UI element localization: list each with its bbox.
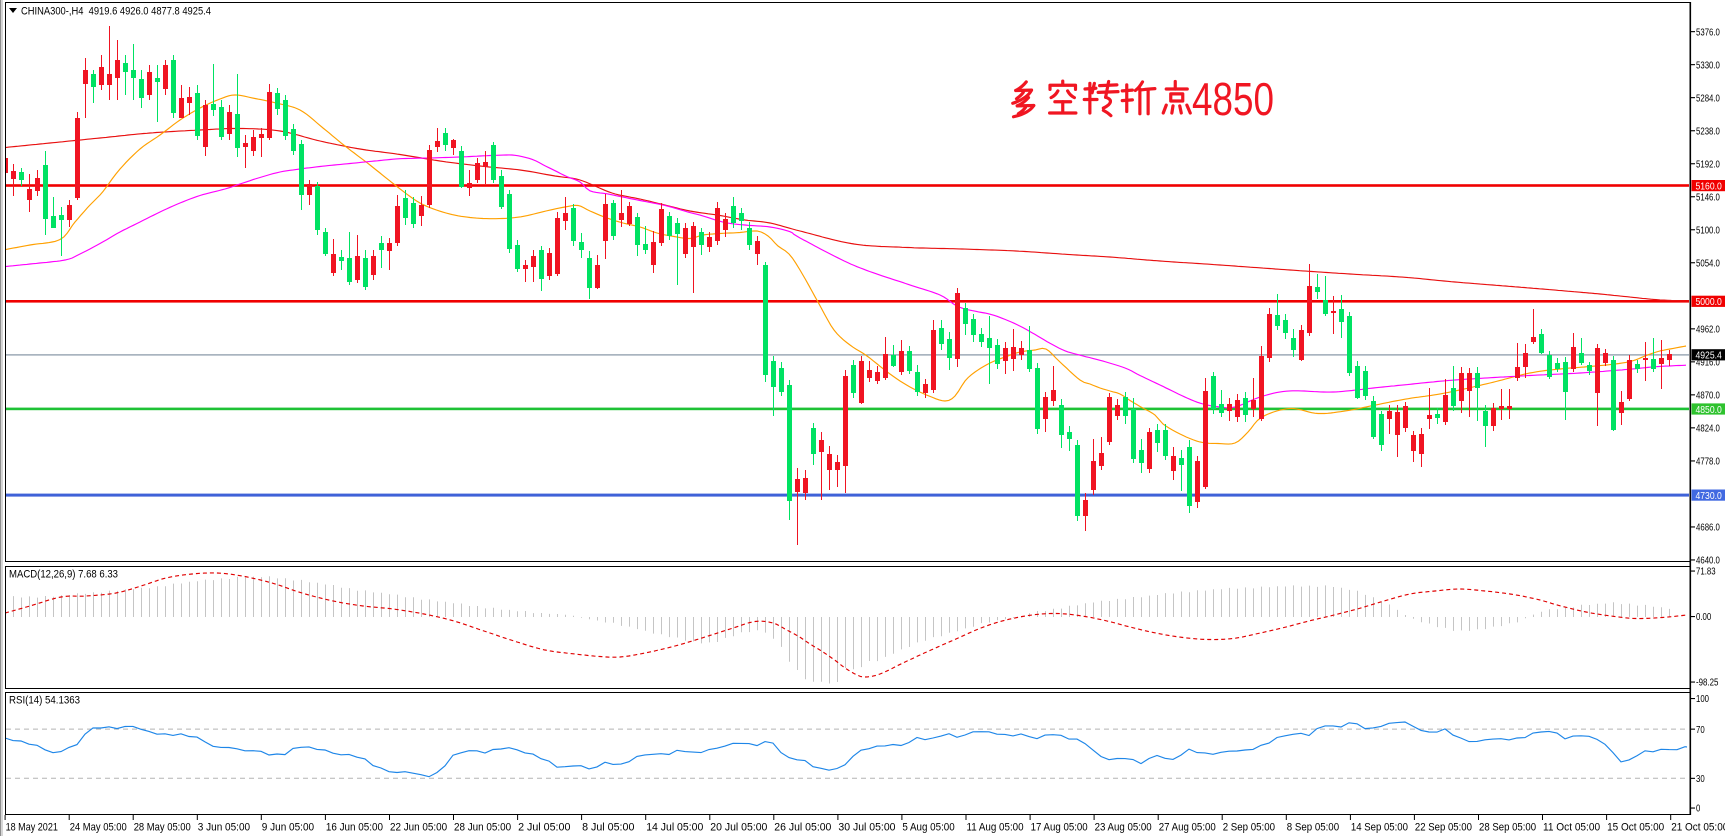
svg-text:30 Jul 05:00: 30 Jul 05:00 (838, 822, 895, 834)
svg-text:5238.0: 5238.0 (1696, 126, 1720, 137)
svg-text:5330.0: 5330.0 (1696, 60, 1720, 71)
svg-text:5284.0: 5284.0 (1696, 93, 1720, 104)
svg-text:0.00: 0.00 (1696, 612, 1712, 623)
svg-text:MACD(12,26,9) 7.68 6.33: MACD(12,26,9) 7.68 6.33 (9, 569, 118, 581)
svg-text:100: 100 (1696, 694, 1709, 705)
svg-text:4730.0: 4730.0 (1696, 491, 1723, 502)
svg-text:70: 70 (1696, 725, 1705, 736)
svg-text:71.83: 71.83 (1696, 567, 1716, 578)
svg-text:4962.0: 4962.0 (1696, 325, 1720, 336)
svg-text:24 May 05:00: 24 May 05:00 (70, 822, 127, 834)
svg-text:2 Jul 05:00: 2 Jul 05:00 (518, 822, 570, 834)
svg-text:26 Jul 05:00: 26 Jul 05:00 (774, 822, 831, 834)
svg-text:14 Jul 05:00: 14 Jul 05:00 (646, 822, 703, 834)
svg-text:14 Sep 05:00: 14 Sep 05:00 (1351, 822, 1408, 834)
svg-text:11 Oct 05:00: 11 Oct 05:00 (1543, 822, 1600, 834)
svg-text:5100.0: 5100.0 (1696, 225, 1720, 236)
svg-text:11 Aug 05:00: 11 Aug 05:00 (967, 822, 1024, 834)
svg-text:27 Aug 05:00: 27 Aug 05:00 (1159, 822, 1216, 834)
svg-text:9 Jun 05:00: 9 Jun 05:00 (262, 822, 314, 834)
svg-text:5192.0: 5192.0 (1696, 159, 1720, 170)
svg-text:-98.25: -98.25 (1696, 678, 1719, 689)
svg-text:17 Aug 05:00: 17 Aug 05:00 (1031, 822, 1088, 834)
svg-text:RSI(14) 54.1363: RSI(14) 54.1363 (9, 695, 80, 707)
svg-text:15 Oct 05:00: 15 Oct 05:00 (1607, 822, 1664, 834)
svg-text:4925.4: 4925.4 (1696, 351, 1723, 362)
svg-text:5054.0: 5054.0 (1696, 258, 1720, 269)
svg-text:0: 0 (1696, 804, 1701, 815)
svg-text:30: 30 (1696, 774, 1705, 785)
svg-text:4640.0: 4640.0 (1696, 556, 1720, 567)
svg-text:4850.0: 4850.0 (1696, 405, 1723, 416)
svg-text:23 Aug 05:00: 23 Aug 05:00 (1095, 822, 1152, 834)
svg-text:20 Jul 05:00: 20 Jul 05:00 (710, 822, 767, 834)
svg-text:8 Jul 05:00: 8 Jul 05:00 (582, 822, 634, 834)
svg-text:4824.0: 4824.0 (1696, 424, 1720, 435)
svg-text:5146.0: 5146.0 (1696, 192, 1720, 203)
svg-text:22 Jun 05:00: 22 Jun 05:00 (390, 822, 447, 834)
svg-text:18 May 2021: 18 May 2021 (6, 822, 58, 834)
svg-text:5376.0: 5376.0 (1696, 27, 1720, 38)
svg-text:3 Jun 05:00: 3 Jun 05:00 (198, 822, 250, 834)
svg-text:5000.0: 5000.0 (1696, 297, 1723, 308)
svg-text:4916.0: 4916.0 (1696, 358, 1720, 369)
svg-text:CHINA300-,H4 4919.6 4926.0 48: CHINA300-,H4 4919.6 4926.0 4877.8 4925.4 (21, 6, 211, 18)
svg-text:21 Oct 05:00: 21 Oct 05:00 (1671, 822, 1725, 834)
svg-text:28 Sep 05:00: 28 Sep 05:00 (1479, 822, 1536, 834)
svg-text:4850: 4850 (1192, 73, 1274, 125)
svg-text:28 Jun 05:00: 28 Jun 05:00 (454, 822, 511, 834)
svg-text:28 May 05:00: 28 May 05:00 (134, 822, 191, 834)
svg-text:22 Sep 05:00: 22 Sep 05:00 (1415, 822, 1472, 834)
svg-text:5160.0: 5160.0 (1696, 182, 1723, 193)
svg-text:4778.0: 4778.0 (1696, 457, 1720, 468)
svg-text:5 Aug 05:00: 5 Aug 05:00 (902, 822, 954, 834)
svg-text:16 Jun 05:00: 16 Jun 05:00 (326, 822, 383, 834)
svg-text:8 Sep 05:00: 8 Sep 05:00 (1287, 822, 1339, 834)
svg-text:4686.0: 4686.0 (1696, 523, 1720, 534)
svg-text:4870.0: 4870.0 (1696, 391, 1720, 402)
svg-text:2 Sep 05:00: 2 Sep 05:00 (1223, 822, 1275, 834)
